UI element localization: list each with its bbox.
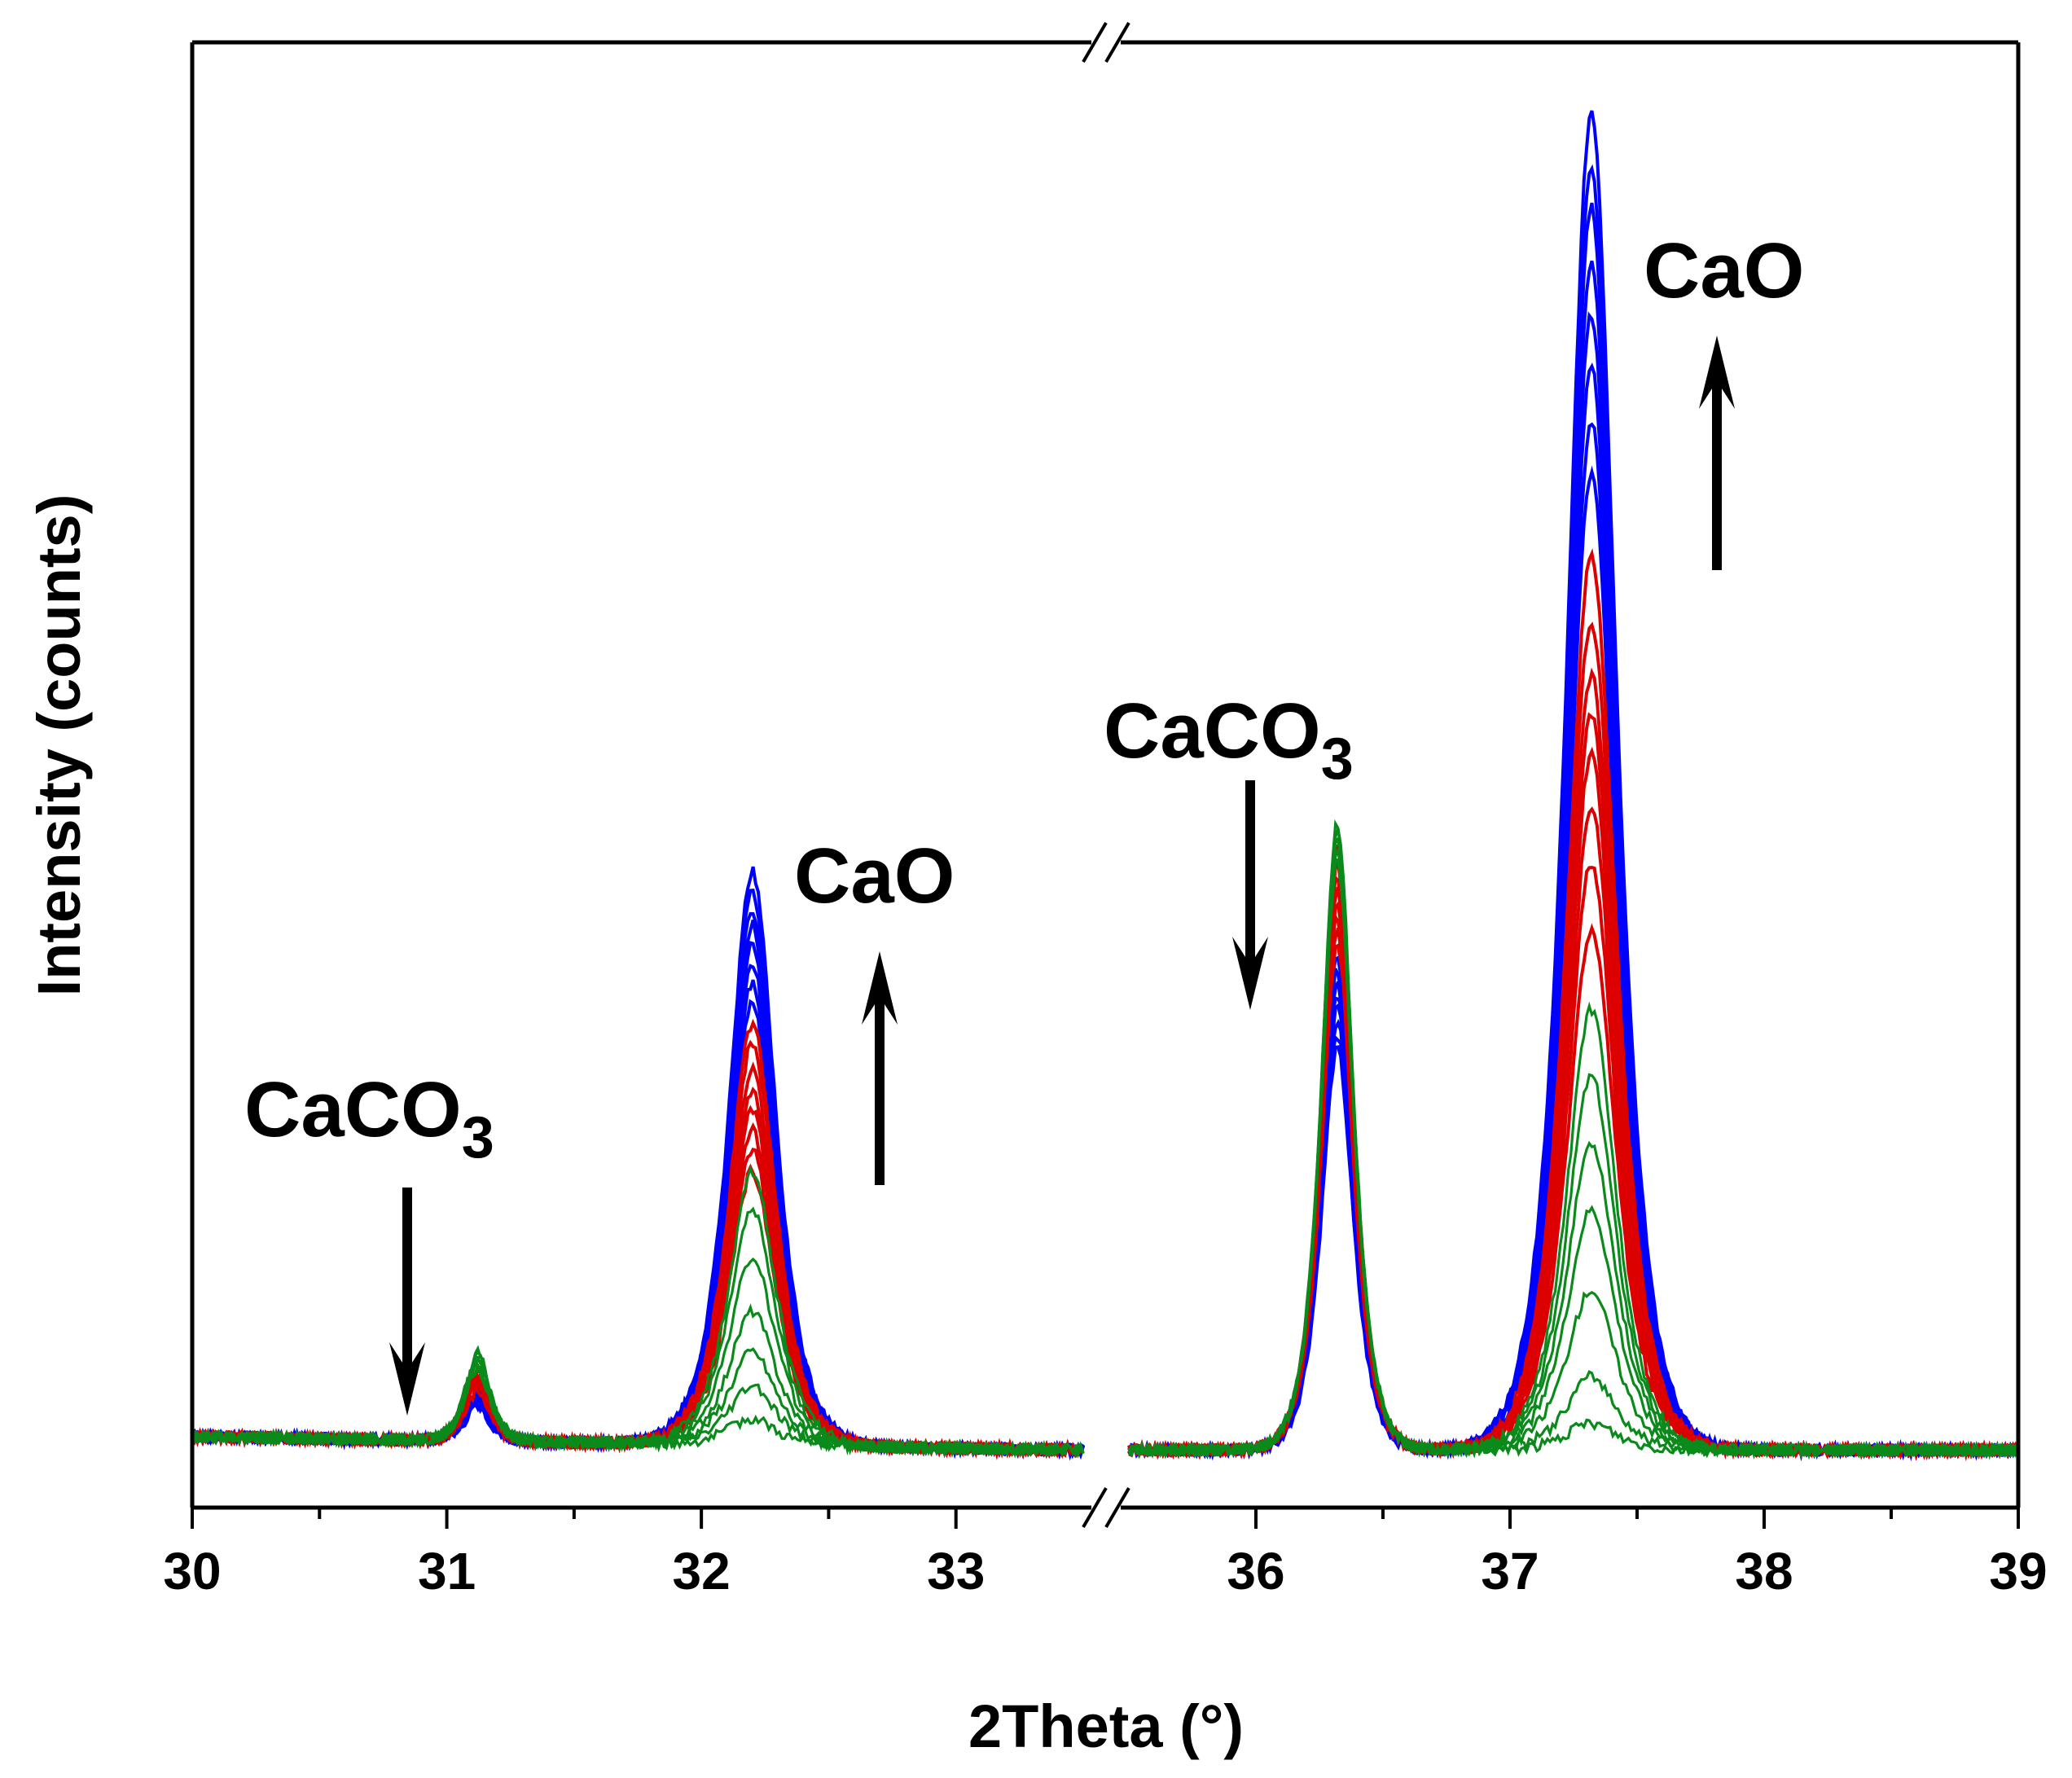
arrow-head-icon [1699, 336, 1735, 409]
x-tick-label: 33 [927, 1542, 985, 1600]
axis-break-mark-bottom-1 [1082, 1486, 1108, 1529]
annotations: CaCO3 CaO CaCO3 CaO [244, 227, 1804, 1416]
x-axis-title: 2Theta (°) [968, 1692, 1244, 1760]
plot-frame [190, 21, 2021, 1529]
x-tick-label: 37 [1481, 1542, 1539, 1600]
x-tick-label: 32 [673, 1542, 731, 1600]
series-line-red-3-seg1 [191, 1122, 1084, 1460]
x-ticks: 30 31 32 33 36 37 38 39 [163, 1508, 2048, 1600]
series-line-blue-5-seg1 [191, 920, 1085, 1459]
arrow-head-icon [389, 1342, 425, 1416]
axis-break-mark-bottom-2 [1104, 1486, 1130, 1529]
x-tick-label: 30 [163, 1542, 221, 1600]
series-line-green-7-seg2 [1128, 819, 2020, 1460]
arrow-head-icon [862, 951, 898, 1025]
series-line-red-4-seg1 [191, 1104, 1084, 1457]
series-line-blue-4-seg1 [191, 941, 1085, 1459]
annotation-label: CaCO3 [244, 1066, 494, 1170]
x-tick-label: 38 [1735, 1542, 1793, 1600]
axis-break-mark-top-1 [1082, 21, 1108, 64]
series-line-blue-2-seg1 [191, 979, 1085, 1460]
series-line-green-5-seg1 [191, 1257, 1085, 1459]
annotation-label: CaCO3 [1104, 687, 1354, 792]
series-line-blue-3-seg1 [191, 964, 1085, 1460]
x-tick-label: 31 [418, 1542, 476, 1600]
series-line-green-6-seg1 [191, 1206, 1085, 1457]
plot-lines [191, 110, 2020, 1462]
x-tick-label: 36 [1227, 1542, 1284, 1600]
series-line-green-7-seg1 [191, 1164, 1085, 1458]
series-line-green-5-seg2 [1127, 836, 2019, 1459]
series-line-blue-6-seg1 [191, 911, 1085, 1460]
x-tick-label: 39 [1989, 1542, 2047, 1600]
y-axis-title: Intensity (counts) [25, 494, 93, 997]
series-line-blue-8-seg1 [191, 866, 1085, 1460]
series-line-red-2-seg1 [191, 1148, 1084, 1459]
arrow-head-icon [1232, 937, 1268, 1010]
annotation-label: CaO [794, 832, 955, 920]
series-line-blue-7-seg1 [191, 888, 1085, 1461]
series-line-red-1-seg1 [191, 1163, 1085, 1460]
annotation-label: CaO [1644, 227, 1804, 314]
axis-break-mark-top-2 [1104, 21, 1130, 64]
